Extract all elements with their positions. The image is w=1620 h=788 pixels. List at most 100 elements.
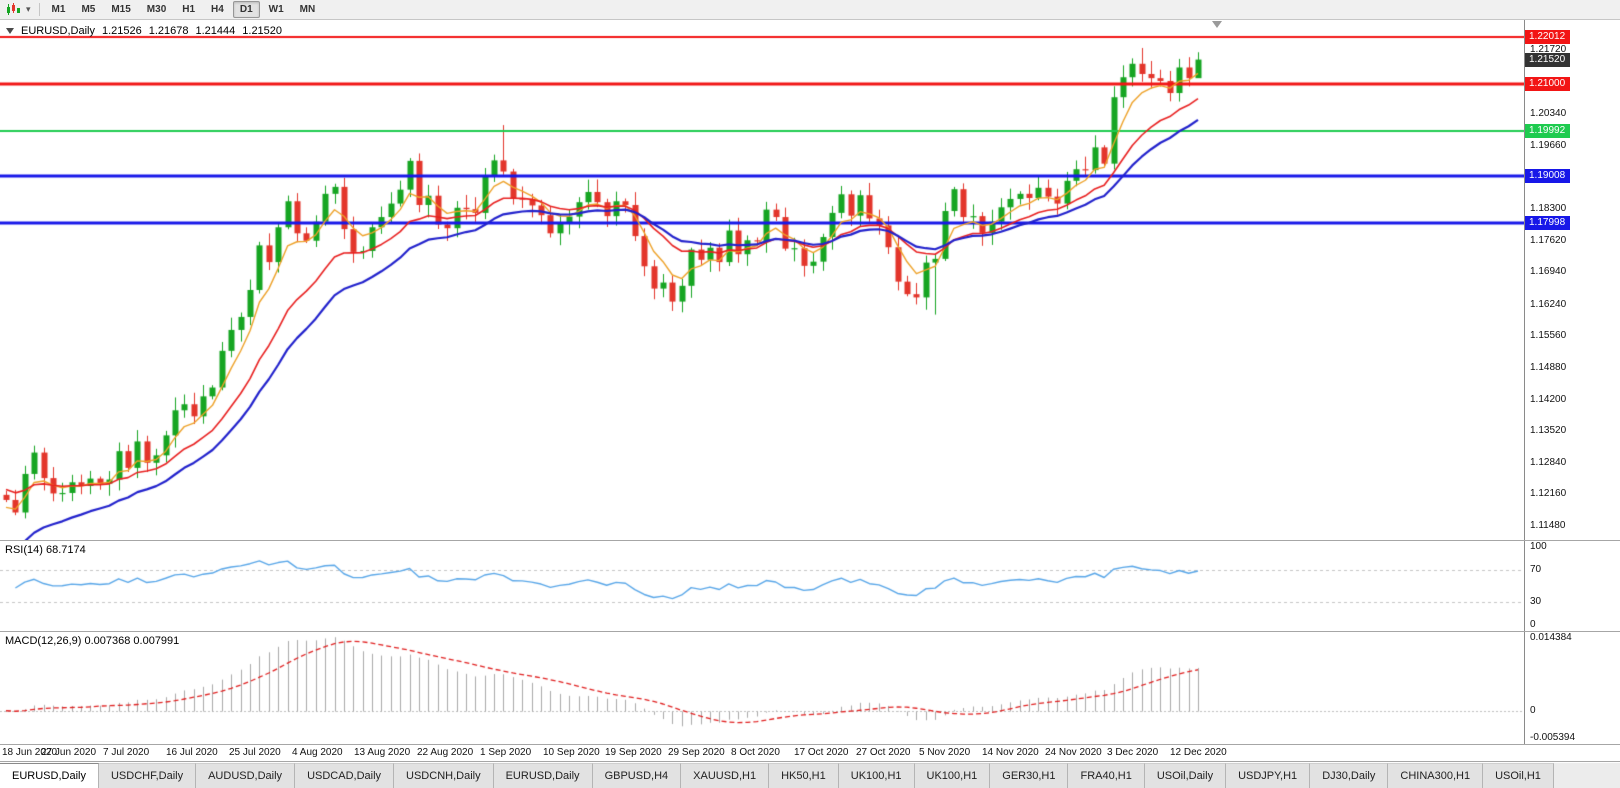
rsi-axis-label: 100 bbox=[1530, 541, 1547, 552]
chart-symbol-period: EURUSD,Daily bbox=[21, 25, 95, 37]
chart-tab-10-uk100-h1[interactable]: UK100,H1 bbox=[914, 763, 991, 788]
date-axis-label: 10 Sep 2020 bbox=[543, 747, 600, 758]
chart-tab-7-xauusd-h1[interactable]: XAUUSD,H1 bbox=[681, 763, 770, 788]
price-axis-label: 1.16940 bbox=[1530, 266, 1567, 277]
ohlc-low: 1.21444 bbox=[195, 25, 236, 37]
date-axis-label: 14 Nov 2020 bbox=[982, 747, 1039, 758]
price-axis-label: 1.12160 bbox=[1530, 488, 1567, 499]
timeframe-mn-button[interactable]: MN bbox=[299, 4, 316, 15]
chart-tab-1-usdchf-daily[interactable]: USDCHF,Daily bbox=[98, 763, 197, 788]
rsi-axis-label: 30 bbox=[1530, 596, 1542, 607]
chart-tab-4-usdcnh-daily[interactable]: USDCNH,Daily bbox=[394, 763, 494, 788]
rsi-canvas[interactable] bbox=[0, 541, 1524, 631]
support-level-tag: 1.17998 bbox=[1525, 216, 1571, 230]
timeframe-m1-button[interactable]: M1 bbox=[51, 4, 66, 15]
price-axis-label: 1.13520 bbox=[1530, 425, 1567, 436]
resistance-level-tag: 1.21000 bbox=[1525, 77, 1571, 91]
chart-tab-15-dj30-daily[interactable]: DJ30,Daily bbox=[1310, 763, 1389, 788]
chart-tab-5-eurusd-daily[interactable]: EURUSD,Daily bbox=[493, 763, 593, 788]
timeframe-w1-button[interactable]: W1 bbox=[268, 4, 284, 15]
date-axis-label: 24 Nov 2020 bbox=[1045, 747, 1102, 758]
ohlc-close: 1.21520 bbox=[242, 25, 283, 37]
price-chart-panel: EURUSD,Daily 1.21526 1.21678 1.21444 1.2… bbox=[0, 20, 1620, 541]
date-axis-label: 13 Aug 2020 bbox=[354, 747, 411, 758]
date-axis-label: 29 Sep 2020 bbox=[668, 747, 725, 758]
date-axis-label: 16 Jul 2020 bbox=[166, 747, 218, 758]
timeframe-m30-button[interactable]: M30 bbox=[146, 4, 167, 15]
macd-axis-label: 0 bbox=[1530, 705, 1536, 716]
timeframe-m15-button[interactable]: M15 bbox=[111, 4, 131, 15]
timeframe-h1-button[interactable]: H1 bbox=[182, 4, 196, 15]
date-axis-label: 8 Oct 2020 bbox=[731, 747, 780, 758]
macd-axis-label: -0.005394 bbox=[1530, 732, 1576, 743]
macd-label: MACD(12,26,9) 0.007368 0.007991 bbox=[5, 635, 180, 647]
chart-tab-0-eurusd-daily[interactable]: EURUSD,Daily bbox=[0, 763, 99, 788]
price-axis-label: 1.20340 bbox=[1530, 108, 1567, 119]
chart-ohlc-header: EURUSD,Daily 1.21526 1.21678 1.21444 1.2… bbox=[6, 25, 282, 37]
price-axis-label: 1.14880 bbox=[1530, 362, 1567, 373]
support-level-tag: 1.19992 bbox=[1525, 124, 1571, 138]
chart-tab-17-usoil-h1[interactable]: USOil,H1 bbox=[1483, 763, 1554, 788]
chart-tab-8-hk50-h1[interactable]: HK50,H1 bbox=[769, 763, 839, 788]
price-axis-label: 1.14200 bbox=[1530, 394, 1567, 405]
price-axis-label: 1.12840 bbox=[1530, 457, 1567, 468]
timeframe-h4-button[interactable]: H4 bbox=[211, 4, 224, 15]
main-chart-canvas[interactable] bbox=[0, 20, 1524, 540]
ohlc-marker-icon bbox=[6, 28, 14, 34]
chart-tab-6-gbpusd-h4[interactable]: GBPUSD,H4 bbox=[592, 763, 682, 788]
rsi-label: RSI(14) 68.7174 bbox=[5, 544, 86, 556]
timeframe-m5-button[interactable]: M5 bbox=[81, 4, 96, 15]
chart-tab-bar: EURUSD,Daily USDCHF,Daily AUDUSD,Daily USDC… bbox=[0, 762, 1620, 788]
current-price-tag: 1.21520 bbox=[1525, 53, 1571, 67]
date-axis-label: 12 Dec 2020 bbox=[1170, 747, 1227, 758]
date-axis-label: 27 Oct 2020 bbox=[856, 747, 911, 758]
rsi-indicator-panel: RSI(14) 68.7174 100 70 30 0 bbox=[0, 541, 1620, 632]
price-axis-label: 1.16240 bbox=[1530, 299, 1567, 310]
date-axis-label: 18 Jun 2020 bbox=[2, 747, 58, 758]
timeframe-d1-button[interactable]: D1 bbox=[232, 1, 260, 18]
chart-tab-16-china300-h1[interactable]: CHINA300,H1 bbox=[1388, 763, 1484, 788]
chart-tab-3-usdcad-daily[interactable]: USDCAD,Daily bbox=[295, 763, 395, 788]
support-level-tag: 1.19008 bbox=[1525, 169, 1571, 183]
price-axis-label: 1.21720 bbox=[1530, 44, 1567, 55]
timeframe-buttons: M1 M5 M15 M30 H1 H4 D1 W1 MN bbox=[45, 1, 323, 18]
chart-tab-13-usoil-daily[interactable]: USOil,Daily bbox=[1144, 763, 1227, 788]
date-axis-label: 4 Aug 2020 bbox=[292, 747, 343, 758]
date-axis-label: 25 Jul 2020 bbox=[229, 747, 281, 758]
chart-tab-2-audusd-daily[interactable]: AUDUSD,Daily bbox=[196, 763, 296, 788]
date-axis-label: 17 Oct 2020 bbox=[794, 747, 849, 758]
date-axis[interactable]: 18 Jun 2020 27 Jun 2020 7 Jul 2020 16 Jul 2… bbox=[0, 745, 1620, 762]
chart-type-icon[interactable] bbox=[4, 2, 22, 17]
date-axis-label: 5 Nov 2020 bbox=[919, 747, 971, 758]
chart-tab-9-uk100-h1[interactable]: UK100,H1 bbox=[838, 763, 915, 788]
price-axis-label: 1.19660 bbox=[1530, 140, 1567, 151]
date-axis-label: 3 Dec 2020 bbox=[1107, 747, 1159, 758]
date-axis-label: 27 Jun 2020 bbox=[41, 747, 97, 758]
date-axis-label: 19 Sep 2020 bbox=[605, 747, 662, 758]
macd-canvas[interactable] bbox=[0, 632, 1524, 744]
chart-tab-11-ger30-h1[interactable]: GER30,H1 bbox=[990, 763, 1069, 788]
price-axis[interactable]: 1.21720 1.20340 1.19660 1.18300 1.17620 1.169… bbox=[1524, 20, 1620, 540]
macd-axis-label: 0.014384 bbox=[1530, 632, 1572, 643]
date-axis-label: 22 Aug 2020 bbox=[417, 747, 474, 758]
ohlc-open: 1.21526 bbox=[101, 25, 142, 37]
price-axis-label: 1.18300 bbox=[1530, 203, 1567, 214]
date-axis-label: 1 Sep 2020 bbox=[480, 747, 532, 758]
macd-indicator-panel: MACD(12,26,9) 0.007368 0.007991 0.014384… bbox=[0, 632, 1620, 745]
date-axis-label: 7 Jul 2020 bbox=[103, 747, 150, 758]
macd-axis[interactable]: 0.014384 0 -0.005394 bbox=[1524, 632, 1620, 744]
price-axis-label: 1.11480 bbox=[1530, 520, 1566, 531]
ohlc-high: 1.21678 bbox=[148, 25, 189, 37]
chart-shift-marker-icon[interactable] bbox=[1212, 21, 1222, 28]
resistance-level-tag: 1.22012 bbox=[1525, 30, 1571, 44]
rsi-axis[interactable]: 100 70 30 0 bbox=[1524, 541, 1620, 631]
toolbar-divider bbox=[38, 3, 40, 16]
rsi-axis-label: 70 bbox=[1530, 564, 1542, 575]
chart-tab-12-fra40-h1[interactable]: FRA40,H1 bbox=[1068, 763, 1145, 788]
price-axis-label: 1.15560 bbox=[1530, 330, 1567, 341]
chart-tab-14-usdjpy-h1[interactable]: USDJPY,H1 bbox=[1226, 763, 1311, 788]
chart-type-dropdown-icon[interactable]: ▾ bbox=[26, 4, 31, 14]
timeframe-toolbar: ▾ M1 M5 M15 M30 H1 H4 D1 W1 MN bbox=[0, 0, 1620, 20]
price-axis-label: 1.17620 bbox=[1530, 235, 1567, 246]
